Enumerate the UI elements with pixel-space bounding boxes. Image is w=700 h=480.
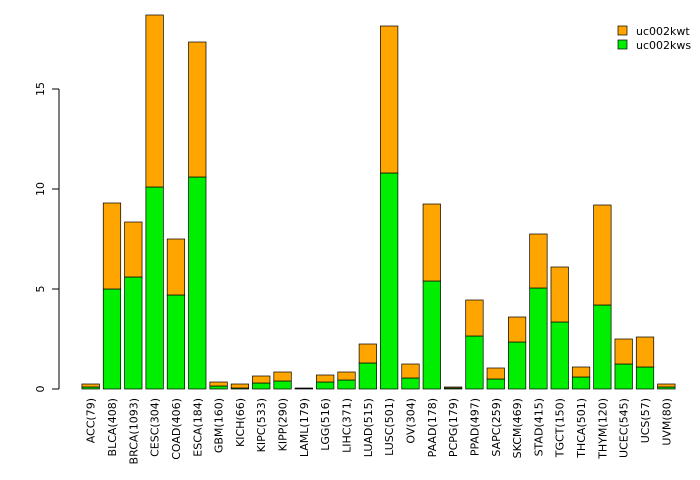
x-tick-label: UCEC(545) <box>618 398 631 458</box>
bar-uc002kwt <box>657 383 676 388</box>
x-tick-label: LAML(179) <box>298 398 311 457</box>
bar-uc002kwt <box>422 203 441 282</box>
bar-uc002kwt <box>81 383 100 388</box>
x-tick-label: UVM(80) <box>660 398 673 446</box>
x-tick-label: CESC(304) <box>149 398 162 457</box>
bar-uc002kws <box>550 321 569 390</box>
y-axis: 0 5 10 15 <box>34 82 60 393</box>
legend-swatch-uc002kwt <box>617 25 628 36</box>
bar-uc002kws <box>273 380 292 390</box>
y-tick-label: 5 <box>34 286 47 293</box>
x-tick-label: THCA(501) <box>575 398 588 459</box>
x-tick-label: BLCA(408) <box>106 398 119 456</box>
bar-uc002kws <box>252 382 271 390</box>
x-tick-label: SAPC(259) <box>490 398 503 457</box>
x-tick-label: GBM(160) <box>213 398 226 453</box>
bar-uc002kws <box>422 280 441 390</box>
bar-uc002kwt <box>166 238 186 296</box>
bar-uc002kwt <box>401 363 420 379</box>
bar-uc002kwt <box>337 371 356 381</box>
x-tick-label: COAD(406) <box>170 398 183 460</box>
x-tick-label: PCPG(179) <box>447 398 460 457</box>
bar-uc002kwt <box>380 25 399 174</box>
bar-uc002kwt <box>273 371 292 382</box>
x-tick-label: SKCM(469) <box>511 398 524 458</box>
bar-uc002kwt <box>316 374 335 383</box>
y-tick-label: 15 <box>34 82 47 96</box>
bar-uc002kwt <box>486 367 505 380</box>
x-tick-label: OV(304) <box>404 398 417 444</box>
bar-uc002kwt <box>614 338 633 365</box>
bar-uc002kwt <box>465 299 484 337</box>
y-tick-label: 10 <box>34 182 47 196</box>
bar-uc002kwt <box>593 204 612 306</box>
legend-label-uc002kws: uc002kws <box>636 39 691 52</box>
bar-uc002kws <box>145 186 164 390</box>
bar-uc002kwt <box>550 266 569 323</box>
bars <box>81 14 676 390</box>
bar-uc002kwt <box>102 202 122 290</box>
x-tick-label: STAD(415) <box>532 398 545 456</box>
x-tick-label: ACC(79) <box>85 398 98 443</box>
bar-uc002kws <box>508 341 527 390</box>
bar-uc002kwt <box>294 387 313 389</box>
bar-uc002kws <box>486 378 505 390</box>
bar-uc002kwt <box>209 381 228 387</box>
bar-uc002kwt <box>635 336 655 368</box>
x-tick-label: BRCA(1093) <box>127 398 140 464</box>
bar-uc002kwt <box>252 375 271 384</box>
x-tick-label: LIHC(371) <box>341 398 354 453</box>
x-tick-label: LUSC(501) <box>383 398 396 456</box>
x-tick-label: PPAD(497) <box>468 398 481 456</box>
bar-uc002kws <box>465 335 484 390</box>
x-tick-label: KICH(66) <box>234 398 247 447</box>
legend-label-uc002kwt: uc002kwt <box>636 25 690 38</box>
bar-uc002kws <box>614 363 633 390</box>
bar-uc002kws <box>316 381 335 390</box>
bar-uc002kwt <box>124 221 143 278</box>
x-tick-label: PAAD(178) <box>426 398 439 457</box>
x-tick-label: UCS(57) <box>639 398 652 443</box>
bar-uc002kws <box>337 379 356 390</box>
bar-uc002kwt <box>444 386 463 389</box>
bar-uc002kws <box>380 172 399 390</box>
bar-uc002kwt <box>358 343 377 364</box>
bar-uc002kws <box>188 176 207 390</box>
x-tick-label: ESCA(184) <box>191 398 204 457</box>
bar-uc002kwt <box>145 14 164 188</box>
bar-uc002kwt <box>508 316 527 343</box>
bar-uc002kws <box>166 294 186 390</box>
x-tick-label: LUAD(515) <box>362 398 375 457</box>
legend-swatch-uc002kws <box>617 39 628 50</box>
bar-uc002kwt <box>188 41 207 178</box>
bar-uc002kws <box>593 304 612 390</box>
x-tick-label: KIPC(533) <box>255 398 268 452</box>
bar-uc002kwt <box>230 383 249 389</box>
bar-uc002kws <box>358 362 377 390</box>
bar-uc002kws <box>529 287 548 390</box>
bar-uc002kwt <box>529 233 548 289</box>
bar-uc002kwt <box>571 366 591 378</box>
x-tick-label: THYM(120) <box>596 398 609 460</box>
bar-uc002kws <box>635 366 655 390</box>
bar-uc002kws <box>102 288 122 390</box>
bar-uc002kws <box>401 377 420 390</box>
x-axis-labels: ACC(79) BLCA(408) BRCA(1093) CESC(304) COAD(… <box>85 398 674 464</box>
x-tick-label: TGCT(150) <box>554 398 567 458</box>
bar-uc002kws <box>571 376 591 390</box>
y-tick-label: 0 <box>34 386 47 393</box>
x-tick-label: LGG(516) <box>319 398 332 451</box>
x-tick-label: KIPP(290) <box>277 398 290 451</box>
bar-uc002kws <box>124 276 143 390</box>
bar-uc002kws <box>209 385 228 390</box>
